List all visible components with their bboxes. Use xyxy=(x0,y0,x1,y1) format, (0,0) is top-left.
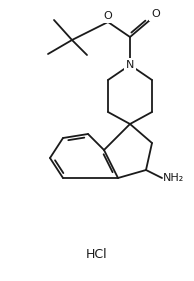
Text: HCl: HCl xyxy=(86,248,108,260)
Text: O: O xyxy=(104,11,112,21)
Text: NH₂: NH₂ xyxy=(163,173,184,183)
Text: O: O xyxy=(151,9,160,19)
Text: N: N xyxy=(126,60,134,70)
